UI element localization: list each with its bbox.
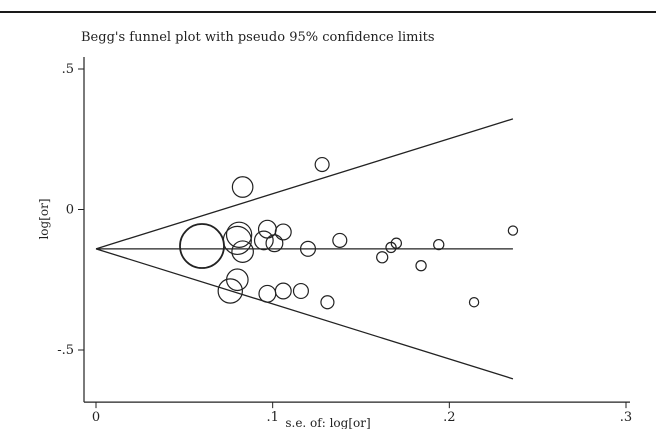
study-point xyxy=(274,282,292,300)
study-point xyxy=(225,221,253,248)
study-point xyxy=(320,295,335,310)
study-point xyxy=(274,223,292,241)
study-point xyxy=(507,225,519,236)
study-point xyxy=(376,251,389,264)
study-point xyxy=(258,284,277,303)
y-tick-label: .5 xyxy=(62,62,74,77)
y-axis-label: log[or] xyxy=(37,198,51,239)
study-point xyxy=(231,240,254,263)
study-point xyxy=(226,268,249,292)
x-tick-label: 0 xyxy=(92,410,100,425)
study-point xyxy=(390,237,403,249)
study-points xyxy=(179,156,519,310)
study-point xyxy=(314,156,330,173)
y-tick-label: 0 xyxy=(66,203,74,218)
study-point xyxy=(222,225,252,256)
study-point xyxy=(415,260,427,272)
study-point xyxy=(332,232,348,248)
y-tick-label: -.5 xyxy=(57,343,74,358)
lower-confidence-limit xyxy=(95,248,514,380)
x-tick-label: .3 xyxy=(620,410,632,425)
study-point xyxy=(299,240,317,257)
study-point xyxy=(265,234,284,253)
upper-confidence-limit xyxy=(95,118,514,250)
study-point xyxy=(292,282,309,300)
study-point xyxy=(253,230,274,251)
study-point xyxy=(179,223,225,269)
chart-title: Begg's funnel plot with pseudo 95% confi… xyxy=(81,30,435,45)
x-tick-label: .1 xyxy=(266,410,278,425)
funnel-lines xyxy=(95,118,514,380)
study-point xyxy=(468,297,480,308)
axes: .5 0 -.5 0 .1 .2 .3 xyxy=(57,57,632,425)
x-tick-label: .2 xyxy=(443,410,455,425)
top-rule xyxy=(0,11,656,13)
x-axis-label: s.e. of: log[or] xyxy=(285,416,370,429)
study-point xyxy=(433,238,445,251)
study-point xyxy=(217,278,243,304)
study-point xyxy=(231,176,254,198)
